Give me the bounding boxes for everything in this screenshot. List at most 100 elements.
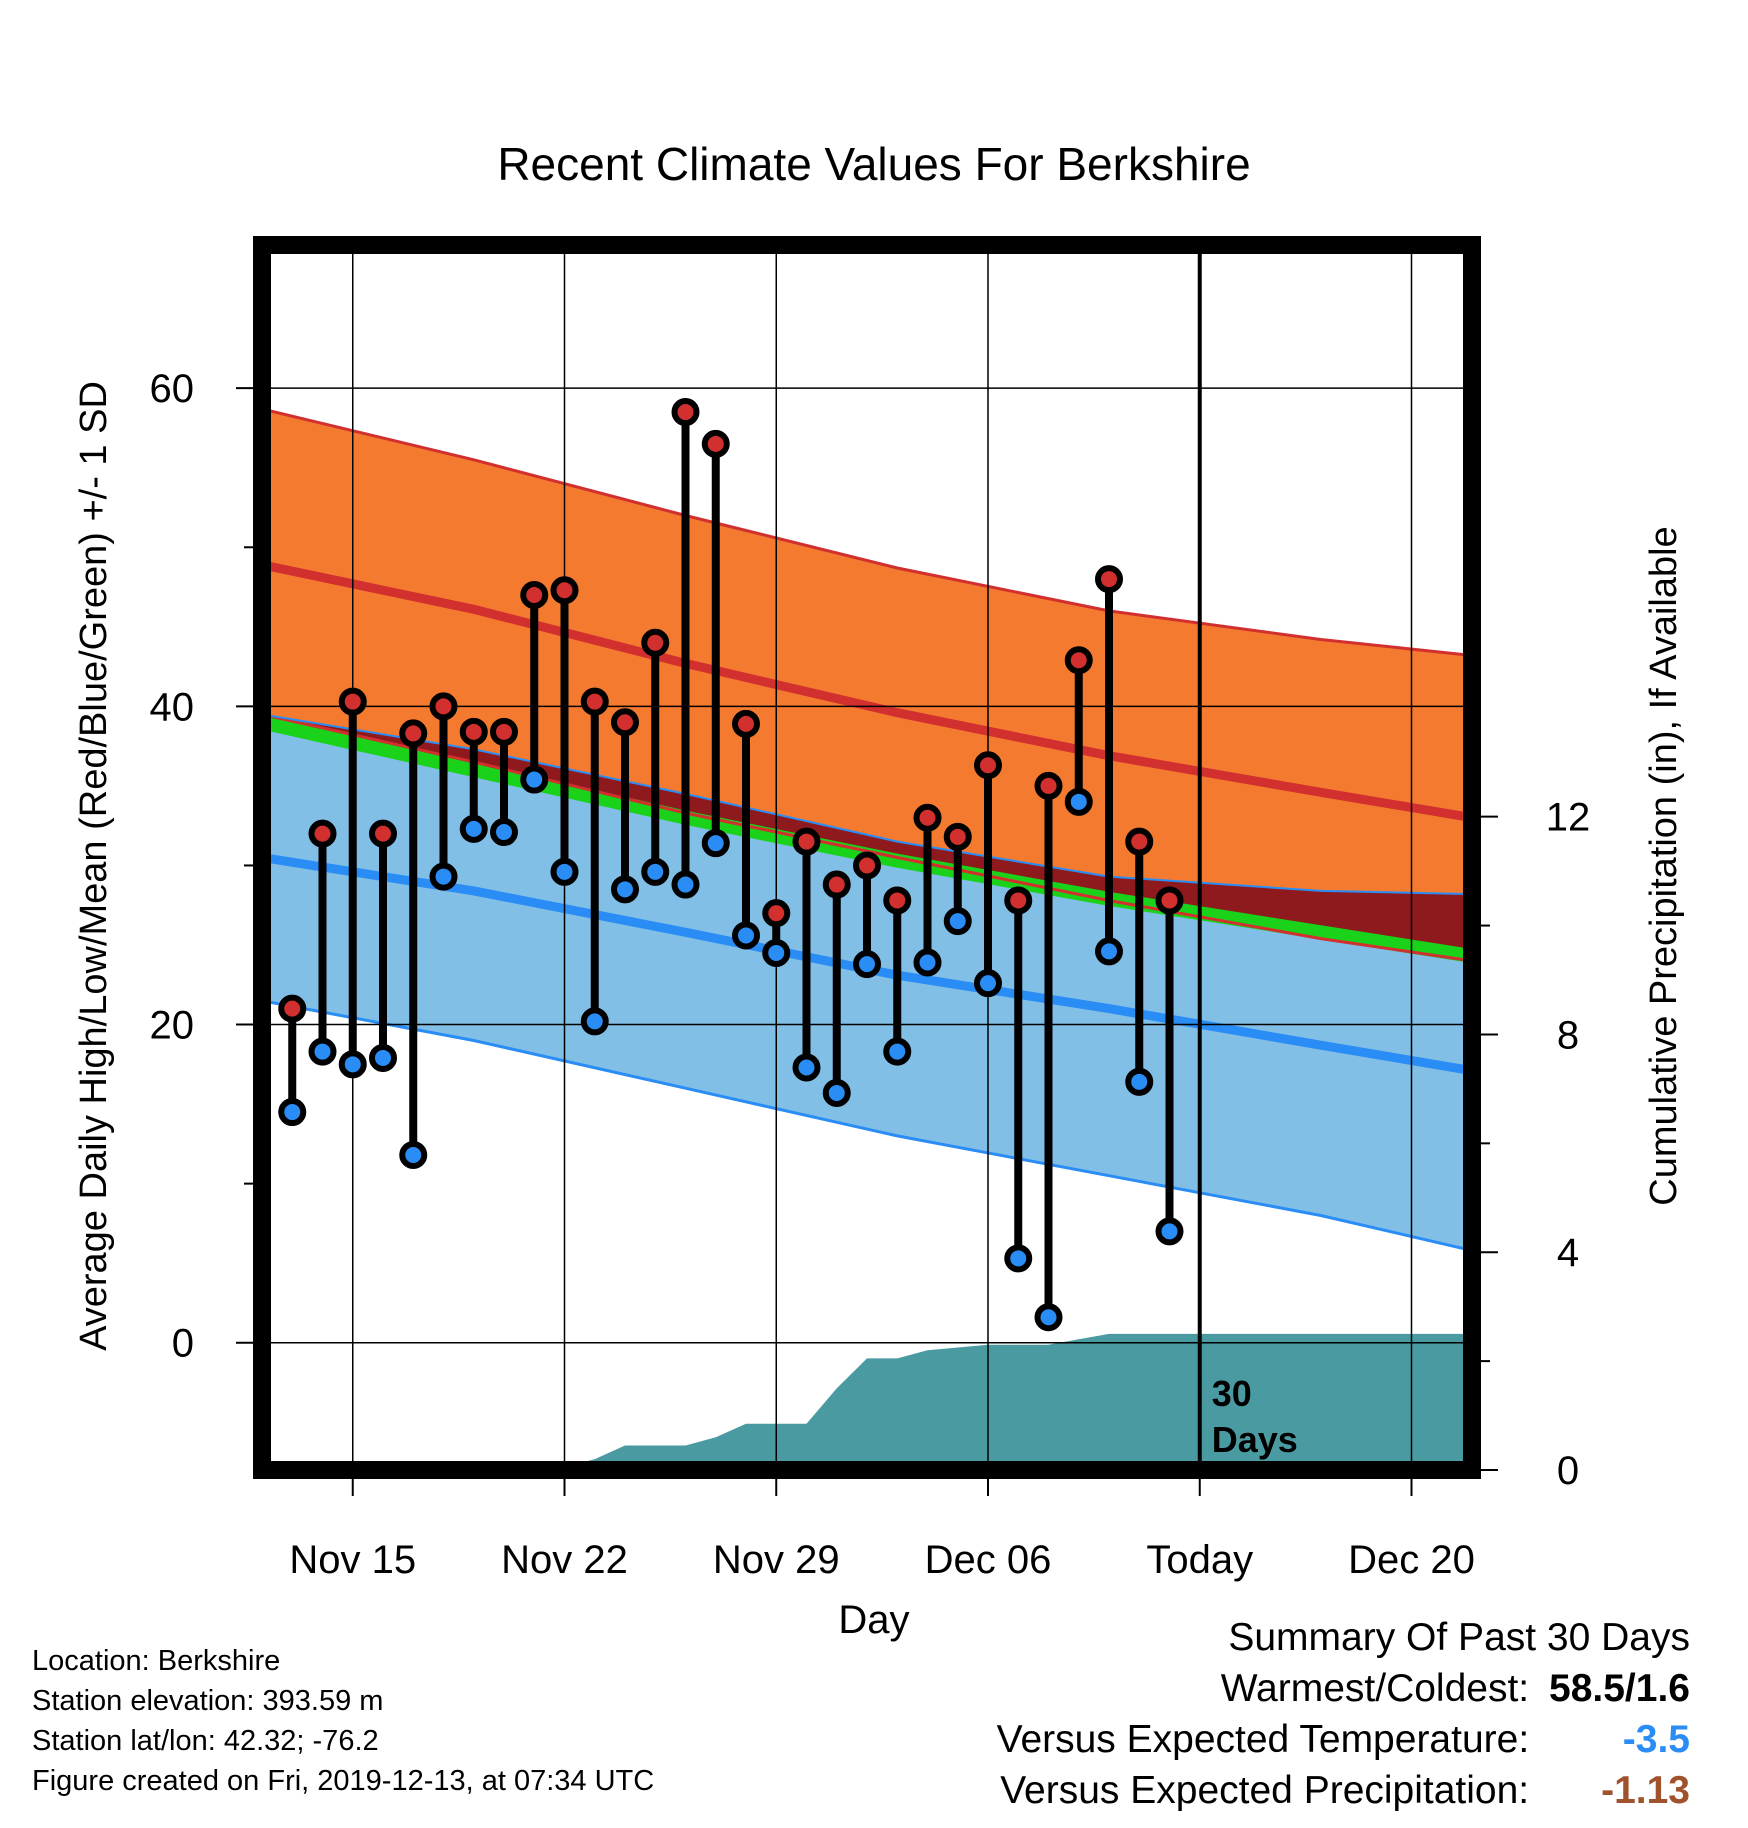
y-axis-label: Average Daily High/Low/Mean (Red/Blue/Gr… — [73, 381, 115, 1351]
obs-high-point — [701, 429, 730, 458]
obs-low-point — [1064, 787, 1093, 816]
obs-low-point — [641, 857, 670, 886]
obs-low-point — [1034, 1303, 1063, 1332]
obs-high-point — [611, 708, 639, 737]
temp-value: -3.5 — [1622, 1718, 1690, 1761]
obs-high-point — [1064, 646, 1093, 675]
station-info: Location: Berkshire Station elevation: 3… — [32, 1641, 654, 1801]
obs-low-point — [671, 870, 700, 899]
obs-high-point — [1155, 886, 1184, 915]
obs-low-point — [1095, 937, 1123, 966]
obs-low-point — [338, 1050, 367, 1079]
obs-low-point — [399, 1141, 428, 1169]
low-lower-line — [262, 999, 1472, 1252]
obs-high-point — [974, 751, 1002, 780]
y2-tick-label: 12 — [1546, 796, 1591, 840]
obs-low-point — [943, 907, 972, 936]
y-tick-label: 40 — [150, 685, 195, 729]
summary-temp-row: Versus Expected Temperature: -3.5 — [997, 1714, 1690, 1765]
obs-high-point — [1095, 565, 1123, 594]
obs-low-point — [853, 950, 881, 979]
obs-low-point — [732, 921, 760, 950]
y2-axis-label: Cumulative Precipitation (in), If Availa… — [1643, 526, 1685, 1205]
plot-frame — [253, 236, 1481, 1479]
obs-high-point — [399, 719, 428, 748]
obs-high-point — [883, 886, 912, 915]
obs-high-point — [580, 687, 609, 716]
precip-value: -1.13 — [1601, 1769, 1690, 1812]
obs-high-point — [1034, 771, 1063, 800]
obs-high-point — [1125, 827, 1154, 856]
obs-high-point — [338, 687, 367, 716]
warmest-value: 58.5/1.6 — [1549, 1667, 1690, 1710]
obs-high-point — [641, 628, 670, 657]
obs-high-point — [671, 398, 700, 427]
chart-title: Recent Climate Values For Berkshire — [497, 138, 1250, 190]
x-axis-label: Day — [838, 1598, 909, 1642]
obs-high-point — [943, 822, 972, 851]
location-text: Location: Berkshire — [32, 1645, 281, 1677]
elevation-text: Station elevation: 393.59 m — [32, 1685, 384, 1717]
obs-high-point — [459, 717, 488, 746]
latlon-text: Station lat/lon: 42.32; -76.2 — [32, 1725, 379, 1757]
y2-tick-label: 0 — [1557, 1449, 1579, 1493]
obs-high-point — [550, 576, 579, 605]
precipitation-area — [262, 1333, 1472, 1470]
obs-low-point — [1004, 1244, 1033, 1273]
x-tick-label: Nov 22 — [501, 1538, 628, 1582]
obs-high-point — [792, 827, 821, 856]
obs-low-point — [1125, 1067, 1154, 1096]
obs-low-point — [278, 1098, 307, 1127]
obs-low-point — [762, 938, 791, 967]
x-tick-label: Nov 15 — [289, 1538, 416, 1582]
obs-high-point — [369, 819, 397, 848]
obs-low-point — [369, 1043, 397, 1072]
high-normal-line — [262, 560, 1472, 823]
obs-low-point — [701, 829, 730, 858]
obs-high-point — [822, 870, 851, 899]
obs-high-point — [429, 692, 458, 721]
obs-high-point — [913, 803, 942, 832]
summary-warmest-row: Warmest/Coldest: 58.5/1.6 — [997, 1663, 1690, 1714]
high-upper-line — [262, 407, 1472, 657]
x-tick-label: Today — [1146, 1538, 1253, 1582]
x-tick-label: Dec 06 — [925, 1538, 1052, 1582]
obs-high-point — [762, 899, 791, 928]
obs-low-point — [490, 818, 518, 847]
x-tick-label: Dec 20 — [1348, 1538, 1475, 1582]
y-tick-label: 20 — [150, 1004, 195, 1048]
obs-low-point — [520, 765, 549, 794]
obs-high-point — [308, 819, 337, 848]
y2-tick-label: 4 — [1557, 1231, 1579, 1275]
obs-low-point — [459, 814, 488, 843]
obs-high-point — [853, 851, 881, 880]
x-tick-label: Nov 29 — [713, 1538, 840, 1582]
summary-panel: Summary Of Past 30 Days Warmest/Coldest:… — [997, 1612, 1690, 1816]
y-tick-label: 60 — [150, 367, 195, 411]
warmest-label: Warmest/Coldest: — [1220, 1667, 1530, 1710]
obs-low-point — [429, 862, 458, 891]
y2-tick-label: 8 — [1557, 1013, 1579, 1057]
temp-label: Versus Expected Temperature: — [996, 1718, 1530, 1761]
y-tick-label: 0 — [172, 1322, 194, 1366]
obs-low-point — [974, 969, 1002, 998]
obs-low-point — [792, 1053, 821, 1082]
obs-low-point — [883, 1037, 912, 1066]
obs-low-point — [1155, 1217, 1184, 1246]
obs-low-point — [550, 857, 579, 886]
obs-low-point — [822, 1078, 851, 1107]
precip-label: Versus Expected Precipitation: — [1000, 1769, 1530, 1812]
obs-high-point — [520, 581, 549, 609]
summary-heading: Summary Of Past 30 Days — [1228, 1616, 1690, 1659]
plot-area: 30 Days 0 20 40 60 0 4 8 12 Nov 15 Nov 22 Nov 29 Dec … — [150, 236, 1591, 1582]
today-annotation-number: 30 — [1212, 1373, 1252, 1414]
obs-low-point — [913, 948, 942, 977]
obs-low-point — [308, 1037, 337, 1066]
today-annotation-label: Days — [1212, 1419, 1298, 1460]
obs-high-point — [278, 994, 307, 1023]
obs-high-point — [490, 717, 518, 746]
obs-low-point — [580, 1007, 609, 1036]
obs-low-point — [611, 875, 639, 904]
created-text: Figure created on Fri, 2019-12-13, at 07… — [32, 1765, 655, 1797]
summary-precip-row: Versus Expected Precipitation: -1.13 — [997, 1765, 1690, 1816]
